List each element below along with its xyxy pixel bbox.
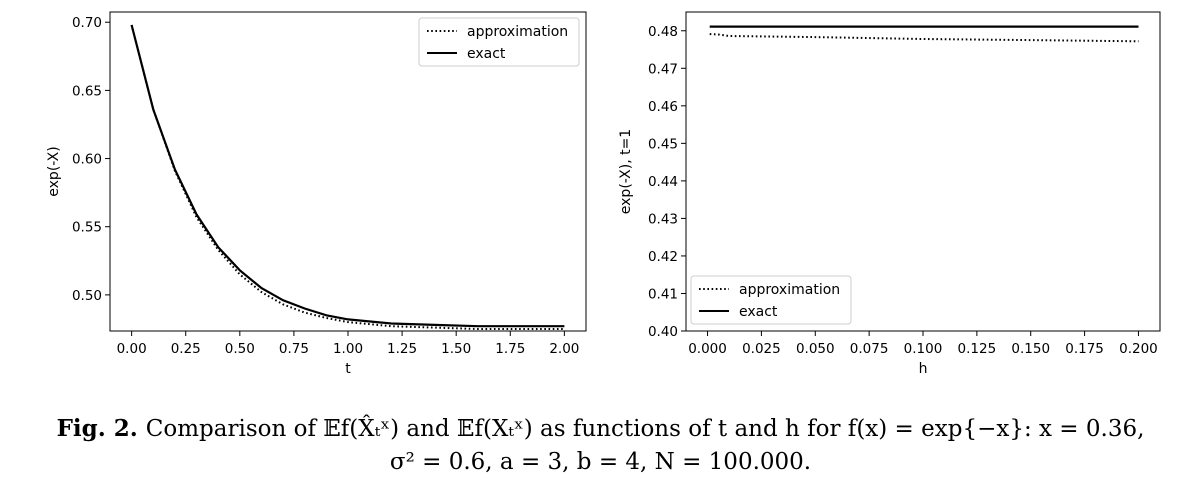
x-tick-label: 0.075 [850, 341, 889, 357]
chart-2: 0.000 0.025 0.050 0.075 0.100 0.125 0.150 0.175… [618, 11, 1161, 377]
y-tick-label: 0.42 [648, 249, 678, 265]
y-tick-label: 0.48 [648, 24, 678, 40]
x-tick-label: 0.100 [904, 341, 943, 357]
series-line-approximation [130, 24, 565, 330]
legend: approximation exact [690, 275, 852, 325]
y-axis-label: exp(-X), t=1 [618, 129, 634, 214]
x-tick-label: 0.050 [796, 341, 835, 357]
x-axis-label: h [919, 361, 928, 377]
y-tick-label: 0.47 [648, 61, 678, 77]
figure-caption: Fig. 2. Comparison of 𝔼f(X̂ₜˣ) and 𝔼f(Xₜˣ… [0, 412, 1201, 479]
y-tick-label: 0.43 [648, 211, 678, 227]
x-tick-label: 1.25 [387, 341, 417, 357]
x-tick-label: 1.50 [441, 341, 471, 357]
x-tick-label: 0.125 [958, 341, 997, 357]
legend-label: exact [467, 46, 506, 62]
x-tick-label: 1.00 [333, 341, 363, 357]
y-tick-label: 0.40 [648, 324, 678, 340]
y-tick-label: 0.45 [648, 136, 678, 152]
x-tick-label: 0.200 [1119, 341, 1158, 357]
y-tick-label: 0.65 [72, 83, 102, 99]
y-axis-label: exp(-X) [46, 146, 62, 196]
legend-box [690, 275, 852, 325]
caption-line-1: Comparison of 𝔼f(X̂ₜˣ) and 𝔼f(Xₜˣ) as fu… [145, 416, 1145, 442]
x-tick-label: 0.025 [742, 341, 781, 357]
chart-1: 0.00 0.25 0.50 0.75 1.00 1.25 1.50 1.75 2.00 0.50… [46, 11, 587, 377]
y-tick-label: 0.44 [648, 174, 678, 190]
caption-line-2: σ² = 0.6, a = 3, b = 4, N = 100.000. [389, 449, 812, 475]
series-line-approximation [709, 33, 1139, 43]
caption-label: Fig. 2. [56, 415, 138, 442]
x-tick-label: 1.75 [495, 341, 525, 357]
legend-box [418, 17, 580, 67]
y-tick-label: 0.41 [648, 286, 678, 302]
legend-label: approximation [739, 282, 840, 298]
x-tick-label: 0.50 [225, 341, 255, 357]
y-tick-label: 0.70 [72, 15, 102, 31]
y-tick-label: 0.46 [648, 99, 678, 115]
legend-label: approximation [467, 24, 568, 40]
series-line-exact [130, 24, 565, 328]
x-tick-label: 0.150 [1011, 341, 1050, 357]
legend-label: exact [739, 304, 778, 320]
x-axis-label: t [345, 361, 351, 377]
y-tick-label: 0.55 [72, 220, 102, 236]
x-tick-label: 0.175 [1065, 341, 1104, 357]
legend: approximation exact [418, 17, 580, 67]
x-tick-label: 2.00 [549, 341, 579, 357]
x-tick-label: 0.00 [117, 341, 147, 357]
figure: 0.00 0.25 0.50 0.75 1.00 1.25 1.50 1.75 2.00 0.50… [46, 11, 1161, 377]
x-tick-label: 0.75 [279, 341, 309, 357]
y-tick-label: 0.60 [72, 152, 102, 168]
x-tick-label: 0.25 [171, 341, 201, 357]
y-tick-label: 0.50 [72, 288, 102, 304]
x-tick-label: 0.000 [688, 341, 727, 357]
